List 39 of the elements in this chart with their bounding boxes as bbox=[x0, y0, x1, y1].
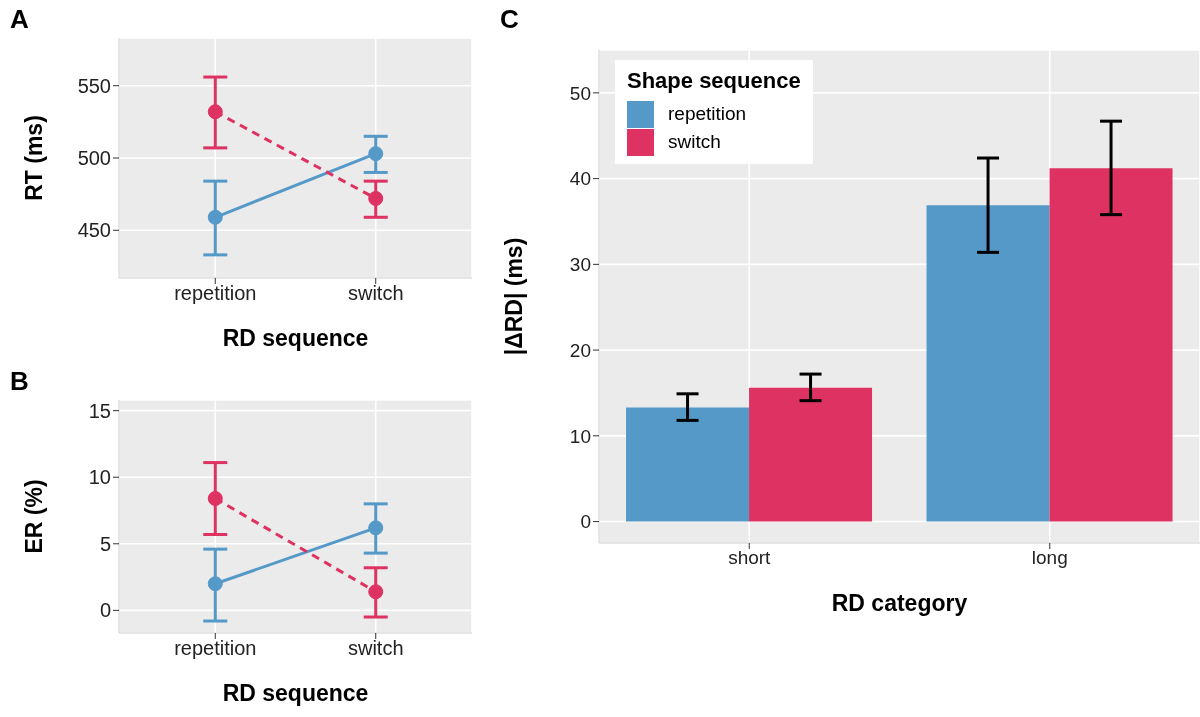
point bbox=[368, 584, 384, 600]
y-axis-title: |ΔRD| (ms) bbox=[501, 237, 528, 356]
point bbox=[207, 576, 223, 592]
point bbox=[207, 209, 223, 225]
y-tick-label: 550 bbox=[77, 74, 111, 97]
point bbox=[368, 146, 384, 162]
x-tick-label: long bbox=[1031, 547, 1068, 569]
legend-title: Shape sequence bbox=[627, 68, 801, 94]
y-tick-label: 500 bbox=[77, 147, 111, 170]
bar bbox=[626, 407, 750, 522]
x-axis-title: RD category bbox=[831, 590, 968, 616]
point bbox=[207, 491, 223, 507]
x-axis-title: RD sequence bbox=[222, 680, 369, 706]
y-tick-label: 10 bbox=[569, 425, 591, 447]
bar bbox=[1049, 168, 1173, 522]
legend-label: switch bbox=[668, 131, 721, 153]
point bbox=[368, 190, 384, 206]
y-tick-label: 20 bbox=[569, 339, 591, 361]
legend-label: repetition bbox=[668, 103, 747, 125]
y-tick-label: 15 bbox=[88, 399, 111, 422]
chart-title: C bbox=[500, 4, 519, 35]
y-axis-title: RT (ms) bbox=[21, 115, 48, 201]
bar bbox=[926, 205, 1050, 522]
y-tick-label: 50 bbox=[569, 82, 591, 104]
y-axis-title: ER (%) bbox=[21, 479, 48, 554]
y-tick-label: 450 bbox=[77, 219, 111, 242]
chart-title: B bbox=[10, 366, 29, 397]
y-tick-label: 40 bbox=[569, 168, 591, 190]
bar bbox=[749, 387, 873, 522]
x-tick-label: short bbox=[728, 547, 772, 569]
y-tick-label: 0 bbox=[580, 511, 591, 533]
point bbox=[207, 104, 223, 120]
x-axis-title: RD sequence bbox=[222, 325, 369, 351]
y-tick-label: 10 bbox=[88, 466, 111, 489]
y-tick-label: 30 bbox=[569, 254, 591, 276]
y-tick-label: 5 bbox=[99, 532, 111, 555]
y-tick-label: 0 bbox=[99, 599, 111, 622]
chart-title: A bbox=[10, 4, 29, 35]
point bbox=[368, 520, 384, 536]
